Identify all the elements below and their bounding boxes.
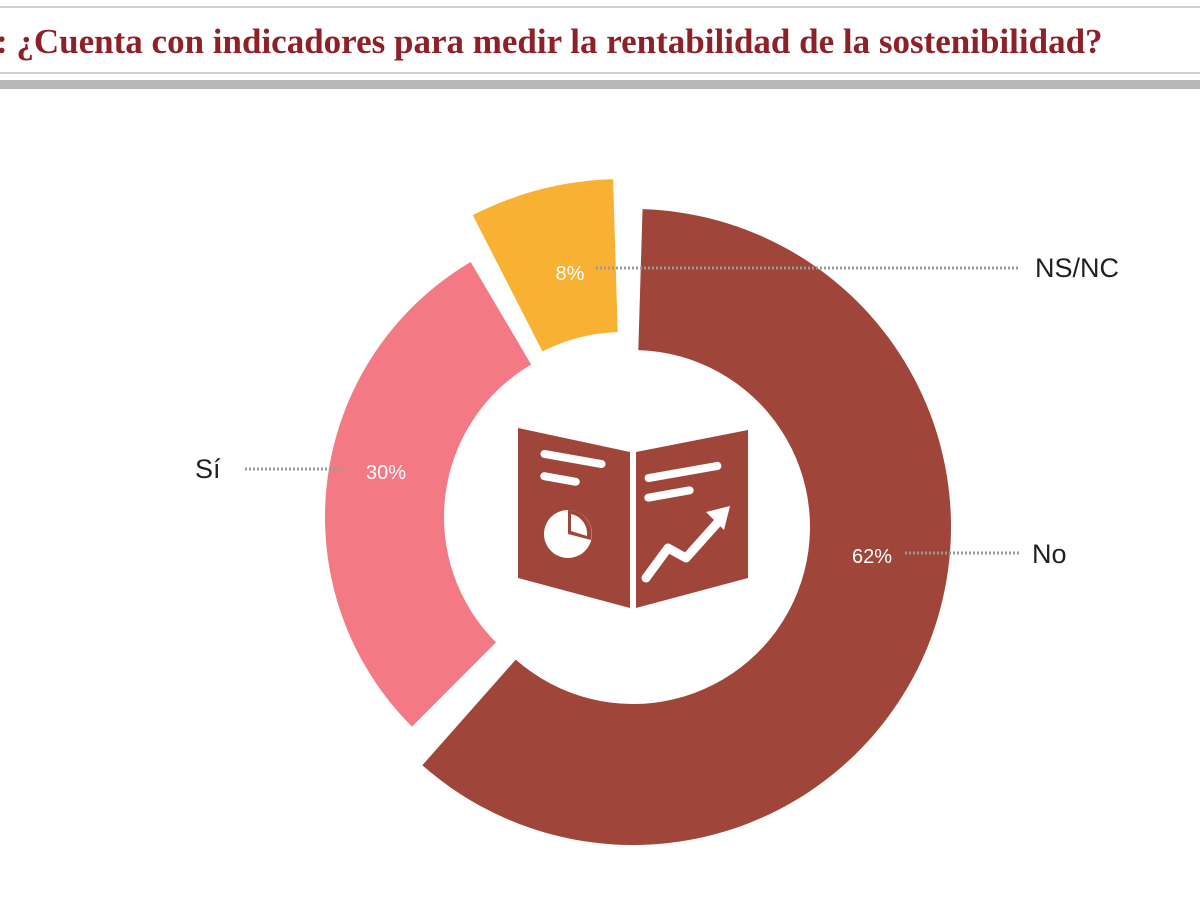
category-label-s-: Sí [195,454,221,484]
header-rule [0,80,1200,89]
slices-group [325,179,951,845]
slice-no [422,209,951,845]
category-label-ns-nc: NS/NC [1035,253,1119,283]
report-chart-icon [518,428,748,608]
percent-label-no: 62% [852,546,892,568]
slice-ns-nc [472,179,618,352]
category-label-no: No [1032,539,1067,569]
labels-group: 62% No 30% Sí 8% NS/NC [195,253,1119,569]
percent-label-ns-nc: 8% [556,263,585,285]
chart-title: ¿Cuenta con indicadores para medir la re… [16,22,1103,61]
slice-s- [325,262,532,727]
percent-label-s-: 30% [366,462,406,484]
title-bar: : ¿Cuenta con indicadores para medir la … [0,6,1200,74]
title-prefix: : [0,22,8,61]
chart-title-line: : ¿Cuenta con indicadores para medir la … [0,22,1103,62]
